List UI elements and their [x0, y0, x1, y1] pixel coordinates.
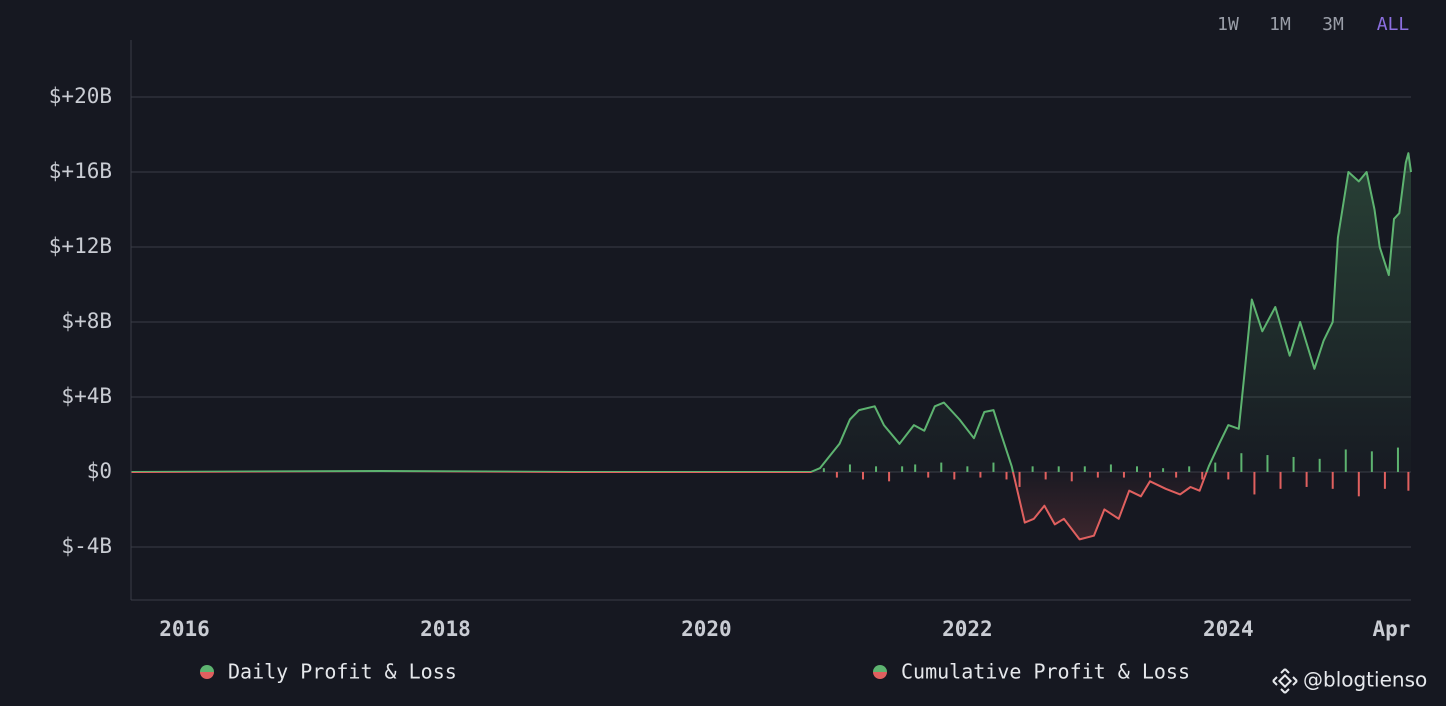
x-tick-label: Apr	[1372, 617, 1410, 641]
y-tick-label: $-4B	[61, 534, 112, 558]
y-tick-label: $+8B	[61, 309, 112, 333]
y-tick-label: $0	[87, 459, 112, 483]
daily-bar	[1331, 471, 1334, 489]
cumulative-line	[130, 152, 1412, 541]
range-button[interactable]: ALL	[1377, 14, 1410, 35]
x-tick-label: 2016	[159, 617, 210, 641]
daily-bar	[1279, 471, 1282, 489]
legend-label: Daily Profit & Loss	[228, 660, 457, 684]
daily-bar	[1407, 471, 1410, 491]
daily-bar	[861, 471, 864, 480]
watermark-text: @blogtienso	[1303, 668, 1427, 692]
daily-bar	[1357, 471, 1360, 497]
daily-bar	[1383, 471, 1386, 489]
legend-label: Cumulative Profit & Loss	[901, 660, 1190, 684]
x-tick-label: 2022	[942, 617, 993, 641]
daily-bar	[1031, 466, 1034, 472]
daily-bar	[835, 471, 838, 478]
daily-bar	[888, 471, 891, 482]
labels: $-4B $0 $+4B $+8B $+12B $+16B $+20B 2016 2018 202…	[49, 14, 1411, 684]
daily-bar	[1083, 466, 1086, 472]
watermark: @blogtienso	[1272, 668, 1427, 694]
range-button[interactable]: 3M	[1322, 14, 1344, 35]
daily-bar	[927, 471, 930, 478]
daily-bar	[1057, 466, 1060, 472]
x-tick-label: 2018	[420, 617, 471, 641]
daily-bar	[1305, 471, 1308, 487]
daily-bar	[1135, 466, 1138, 472]
x-tick-label: 2024	[1203, 617, 1254, 641]
daily-bar	[1162, 468, 1165, 472]
y-tick-label: $+16B	[49, 159, 112, 183]
daily-bar	[1253, 471, 1256, 495]
x-tick-label: 2020	[681, 617, 732, 641]
daily-bar	[1227, 471, 1230, 480]
y-tick-label: $+20B	[49, 84, 112, 108]
daily-bar	[979, 471, 982, 478]
daily-bar	[1005, 471, 1008, 480]
y-tick-label: $+4B	[61, 384, 112, 408]
daily-bar	[1188, 466, 1191, 472]
grid	[131, 96, 1411, 548]
daily-bar	[953, 471, 956, 480]
y-tick-label: $+12B	[49, 234, 112, 258]
plot	[130, 152, 1412, 541]
range-button[interactable]: 1M	[1269, 14, 1291, 35]
cumulative-area	[131, 153, 1411, 540]
daily-bar	[1109, 464, 1112, 472]
range-button[interactable]: 1W	[1217, 14, 1239, 35]
legend-marker	[200, 665, 214, 679]
legend-marker	[873, 665, 887, 679]
